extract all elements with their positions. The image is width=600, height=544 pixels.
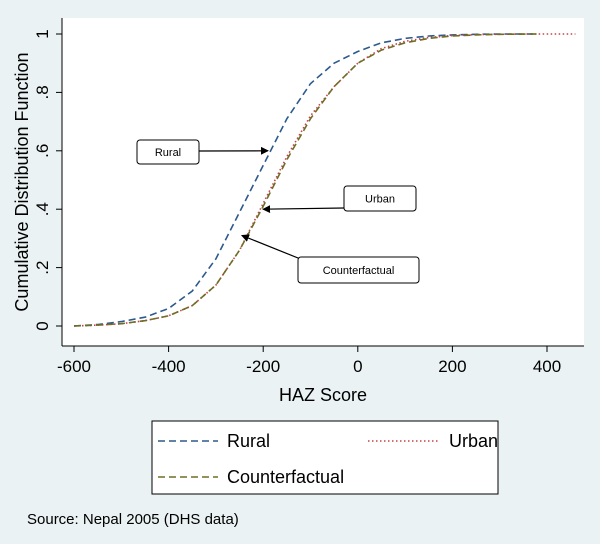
legend-label: Urban (449, 431, 498, 451)
x-tick-label: -400 (152, 357, 186, 376)
legend: Rural Urban Counterfactual (151, 420, 499, 495)
x-tick-label: 200 (438, 357, 466, 376)
legend-label: Counterfactual (227, 467, 344, 487)
annotation-arrow (262, 205, 345, 214)
legend-label: Rural (227, 431, 270, 451)
axes: -600 -400 -200 0 200 400 0 .2 .4 .6 .8 1 HAZ Score Cu… (12, 18, 584, 405)
series-line-rural (73, 33, 538, 327)
x-tick-label: -600 (57, 357, 91, 376)
y-tick-label: .4 (33, 202, 52, 216)
y-tick-label: 1 (33, 29, 52, 38)
x-tick-label: -200 (246, 357, 280, 376)
annotation-box (343, 185, 417, 212)
y-tick-label: 0 (33, 321, 52, 330)
source-note: Source: Nepal 2005 (DHS data) (27, 511, 239, 528)
y-tick-label: .8 (33, 85, 52, 99)
x-tick-label: 0 (353, 357, 362, 376)
annotation-box (136, 139, 200, 165)
plot-area (62, 18, 584, 346)
annotation-arrow (240, 234, 304, 261)
x-axis-title: HAZ Score (279, 385, 367, 405)
legend-box (151, 420, 499, 495)
y-tick-label: .6 (33, 144, 52, 158)
annotation-label: Rural (155, 147, 181, 159)
annotation-label: Urban (365, 194, 395, 206)
annotation-label: Counterfactual (323, 265, 395, 277)
annotation-box (297, 256, 420, 284)
y-tick-label: .2 (33, 261, 52, 275)
annotation-layer: Rural Urban Counterfactual (136, 139, 420, 284)
series-line-counterfactual (73, 33, 538, 327)
series-layer (73, 33, 576, 327)
y-axis-title: Cumulative Distribution Function (12, 52, 32, 311)
x-tick-label: 400 (533, 357, 561, 376)
